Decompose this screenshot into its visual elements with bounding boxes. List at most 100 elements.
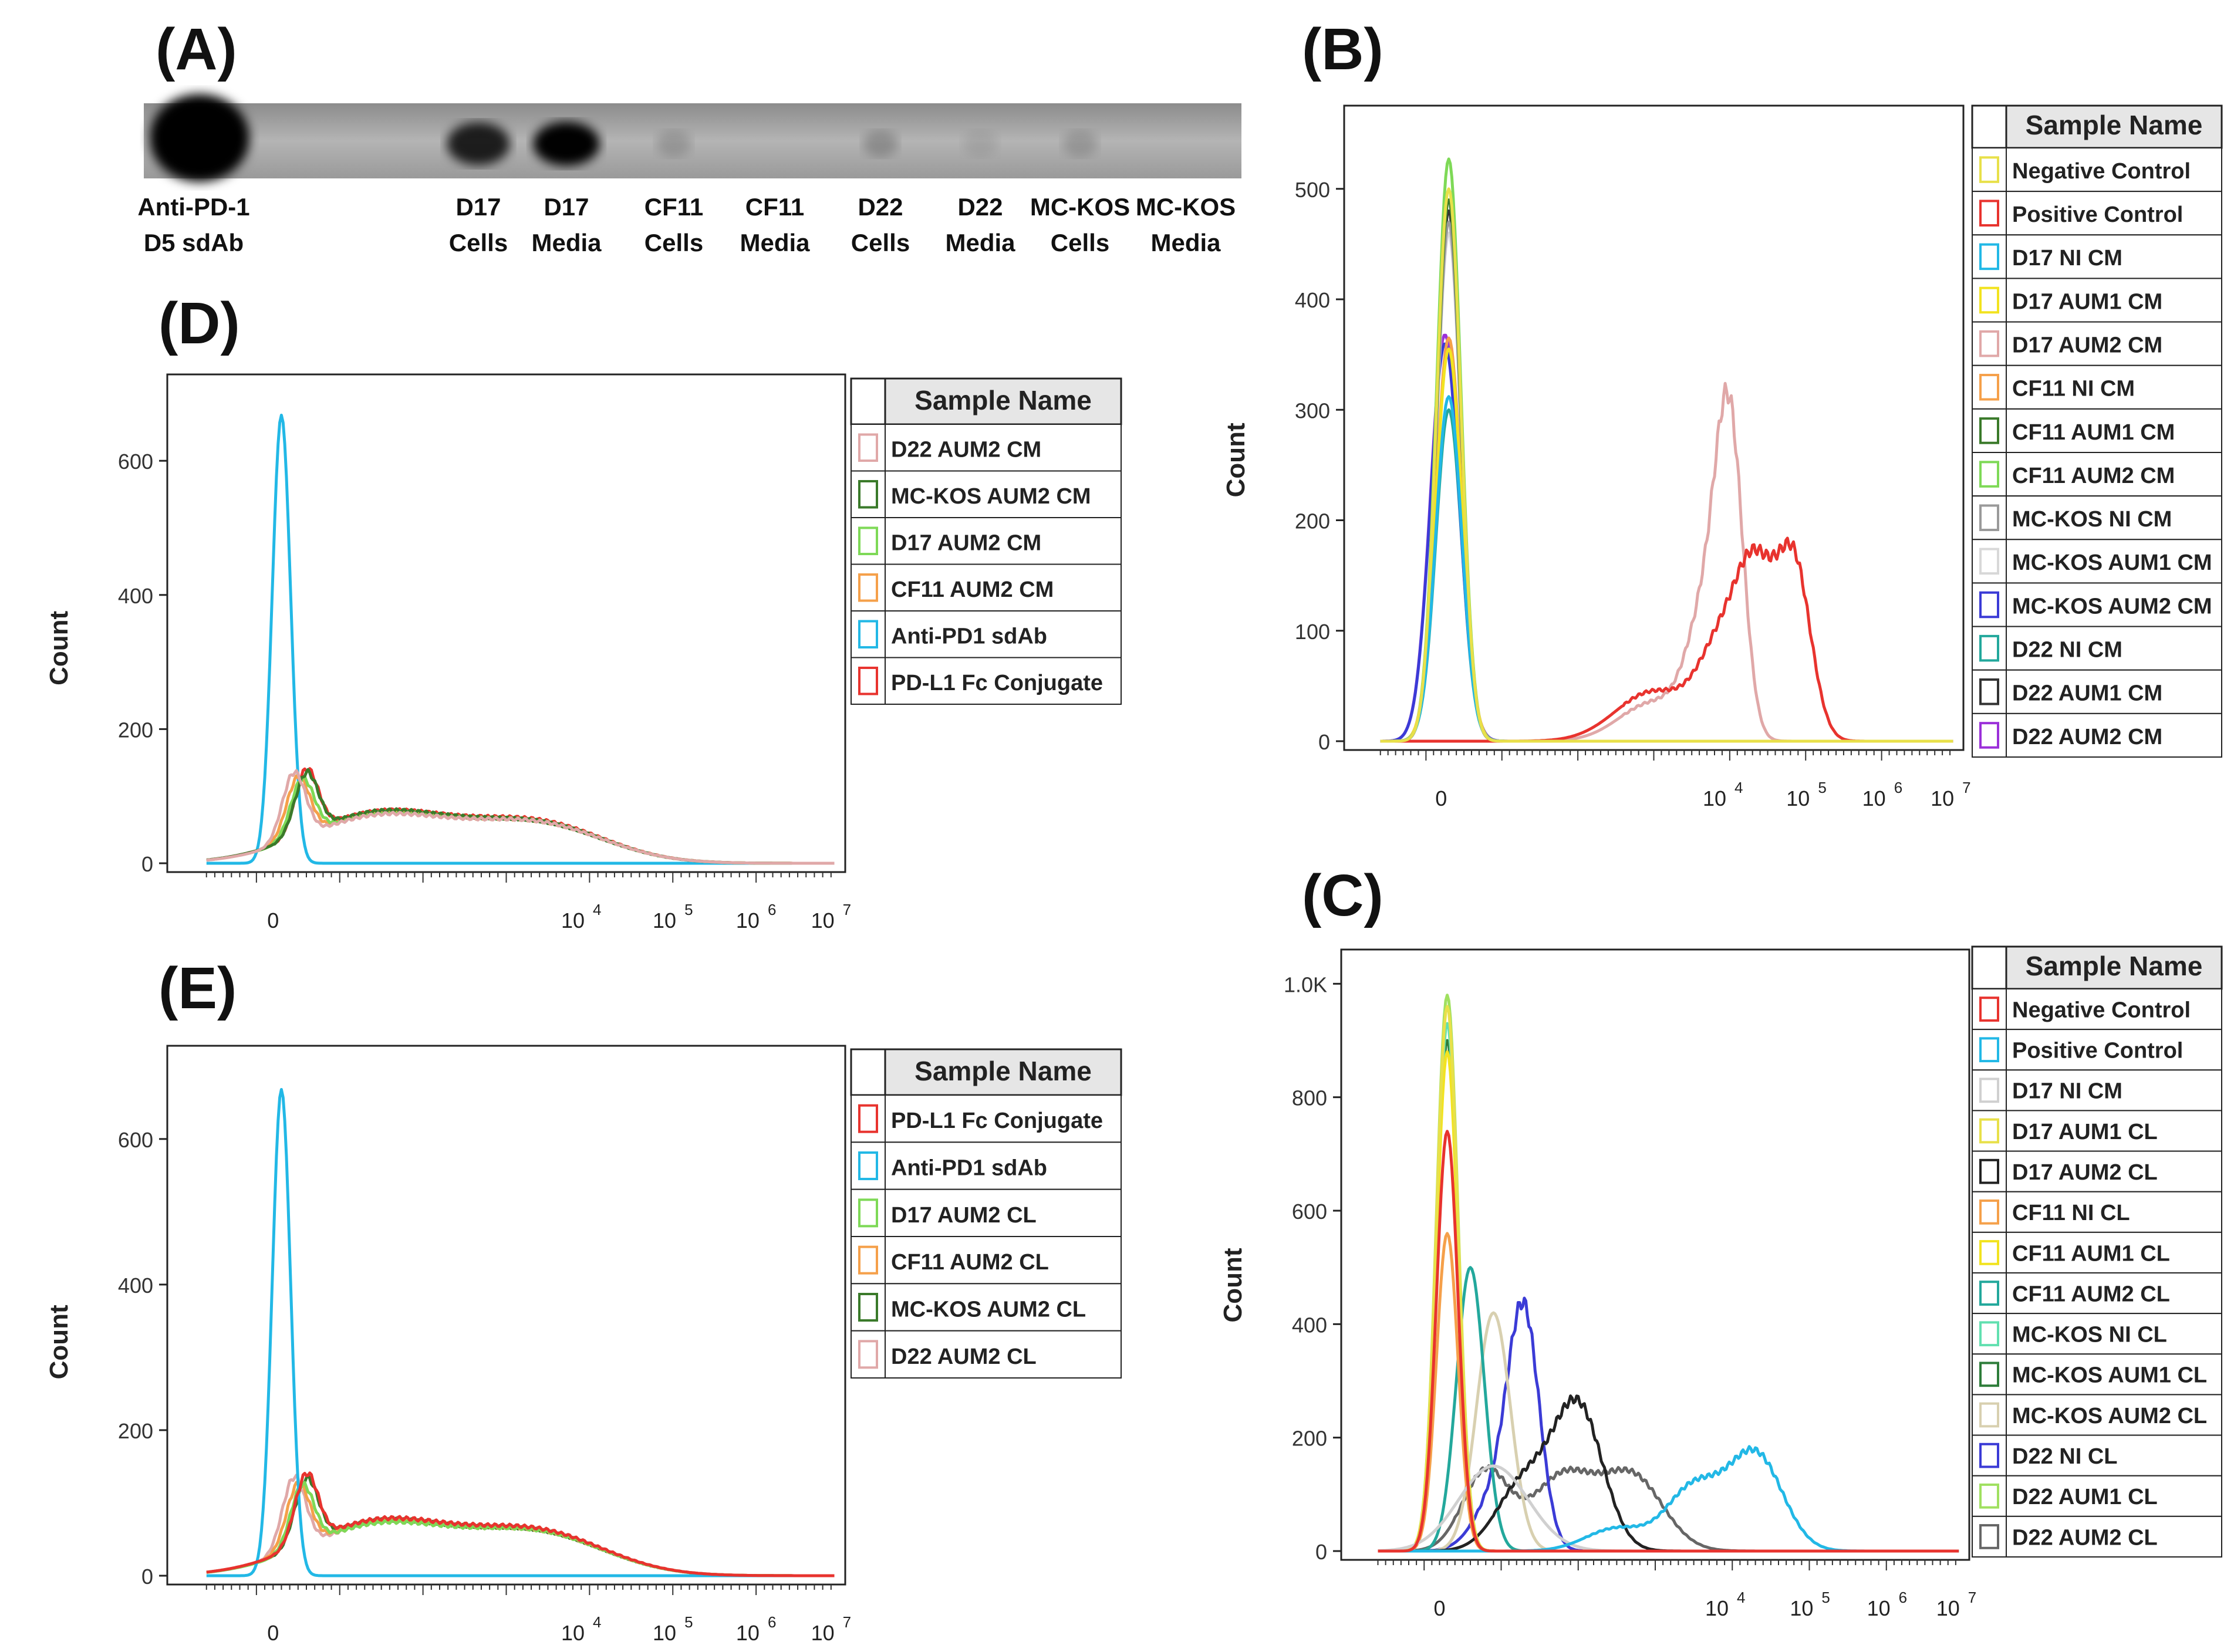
blot-lane-label-line1: D22 xyxy=(957,193,1003,221)
legend-entry: D22 AUM2 CM xyxy=(2012,725,2162,749)
x-tick-label-zero: 0 xyxy=(267,908,279,933)
flow-histogram-b: (B) Count 0 100 200 300 400 500 0 10 4 10 5 10 6 10 7 Sam… xyxy=(1221,16,2223,810)
x-tick-label-base: 10 xyxy=(1790,1596,1813,1620)
legend-name-cell xyxy=(2006,712,2222,758)
legend-swatch xyxy=(1979,1362,1999,1387)
legend-name-cell xyxy=(2006,1353,2222,1396)
legend-swatch-cell xyxy=(1972,1110,2007,1152)
legend-name-cell xyxy=(2006,234,2222,279)
legend-header-blank xyxy=(1971,945,2007,990)
x-tick-label-base: 10 xyxy=(811,1621,835,1645)
legend-swatch-cell xyxy=(1972,1394,2007,1436)
legend-swatch xyxy=(858,479,878,509)
legend-swatch xyxy=(1979,417,1999,444)
legend-entry: CF11 AUM2 CM xyxy=(2012,464,2175,488)
y-tick-label: 500 xyxy=(1295,178,1330,202)
legend-swatch-cell xyxy=(1972,1150,2007,1192)
legend-name-cell xyxy=(2006,364,2222,410)
y-tick-label: 200 xyxy=(1292,1427,1327,1451)
legend-swatch-cell xyxy=(1972,321,2007,366)
legend-swatch xyxy=(1979,156,1999,183)
legend-entry: MC-KOS AUM2 CL xyxy=(2012,1404,2207,1428)
legend-header-blank xyxy=(850,1048,886,1096)
legend-name-cell xyxy=(2006,1231,2222,1274)
x-tick-label-base: 10 xyxy=(736,1621,760,1645)
flow-histogram-d: (D) Count 0 200 400 600 0 10 4 10 5 10 6 10 7 Sample Na… xyxy=(45,290,1122,933)
y-tick-label: 400 xyxy=(118,584,153,608)
y-tick-label: 400 xyxy=(1292,1313,1327,1337)
x-tick-label-base: 10 xyxy=(1867,1596,1891,1620)
x-tick-label-base: 10 xyxy=(1862,786,1886,810)
blot-lane-label-line2: Cells xyxy=(644,229,703,256)
legend-entry: D22 AUM2 CL xyxy=(891,1344,1037,1369)
x-tick-label-base: 10 xyxy=(1705,1596,1729,1620)
legend-name-cell xyxy=(885,1236,1122,1285)
y-tick-label: 200 xyxy=(118,1419,153,1443)
histogram-curves xyxy=(1380,157,1953,743)
x-minor-ticks xyxy=(205,1585,832,1595)
x-tick-label-exponent: 6 xyxy=(768,901,776,918)
blot-panel: (A) Anti-PD-1 D5 sdAb D17 Cells D17 Media CF11… xyxy=(137,16,1241,256)
legend-name-cell xyxy=(2006,988,2222,1031)
legend-swatch-cell xyxy=(851,1141,886,1190)
legend-swatch-cell xyxy=(851,563,886,612)
y-tick-label: 200 xyxy=(1295,509,1330,533)
legend-header-cell xyxy=(2005,945,2223,990)
legend-table: Sample Name Negative Control Positive Cont… xyxy=(1971,104,2223,758)
x-tick-label-exponent: 6 xyxy=(768,1613,776,1631)
legend-entry: D22 AUM1 CL xyxy=(2012,1485,2158,1509)
legend-table: Sample Name D22 AUM2 CM MC-KOS AUM2 CM D17 … xyxy=(850,377,1122,705)
legend-header-cell xyxy=(2005,104,2223,149)
legend-swatch xyxy=(1979,1240,1999,1265)
legend-swatch xyxy=(1979,1442,1999,1468)
legend-entry: CF11 NI CM xyxy=(2012,377,2135,401)
legend-header-blank xyxy=(1971,104,2007,149)
y-tick-label: 200 xyxy=(118,718,153,742)
legend-name-cell xyxy=(2006,452,2222,497)
legend-entry: CF11 AUM2 CM xyxy=(891,577,1054,602)
legend-name-cell xyxy=(2006,321,2222,366)
legend-swatch xyxy=(1979,286,1999,314)
panel-label-e: (E) xyxy=(158,955,237,1021)
panel-label-d: (D) xyxy=(158,290,240,356)
x-tick-label-base: 10 xyxy=(561,1621,585,1645)
legend-swatch xyxy=(1979,1524,1999,1549)
legend-swatch xyxy=(1979,330,1999,357)
legend-swatch-cell xyxy=(1972,539,2007,584)
y-axis-label: Count xyxy=(45,1305,73,1379)
legend-swatch xyxy=(858,1198,878,1228)
legend-swatch xyxy=(1979,374,1999,401)
legend-entry: CF11 AUM2 CL xyxy=(891,1250,1049,1275)
legend-swatch-cell xyxy=(1972,1353,2007,1396)
legend-swatch-cell xyxy=(1972,1231,2007,1274)
legend-swatch xyxy=(1979,1281,1999,1306)
legend-entry: D17 AUM2 CL xyxy=(891,1203,1037,1228)
legend-swatch-cell xyxy=(851,1330,886,1379)
y-tick-label: 0 xyxy=(141,852,153,876)
blot-band xyxy=(656,131,691,157)
legend-swatch xyxy=(858,1245,878,1275)
legend-name-cell xyxy=(2006,1515,2222,1558)
legend-swatch xyxy=(1979,461,1999,488)
legend-swatch-cell xyxy=(1972,1313,2007,1355)
legend-name-cell xyxy=(2006,582,2222,627)
legend-swatch-cell xyxy=(851,1094,886,1143)
legend-entry: MC-KOS AUM2 CM xyxy=(2012,594,2212,619)
legend-entry: D17 NI CM xyxy=(2012,246,2122,271)
x-tick-label-zero: 0 xyxy=(1435,786,1447,810)
legend-swatch xyxy=(858,1340,878,1369)
legend-swatch-cell xyxy=(1972,1029,2007,1071)
legend-swatch-cell xyxy=(1972,712,2007,758)
legend-swatch xyxy=(858,1293,878,1322)
blot-band xyxy=(1062,131,1098,157)
legend-swatch-cell xyxy=(1972,147,2007,192)
x-tick-label-exponent: 5 xyxy=(1818,779,1826,796)
histogram-curves xyxy=(1378,994,1959,1553)
y-tick-label: 600 xyxy=(118,1128,153,1152)
legend-entry: CF11 AUM1 CL xyxy=(2012,1241,2170,1266)
legend-swatch xyxy=(1979,591,1999,619)
legend-swatch-cell xyxy=(1972,626,2007,671)
legend-swatch-cell xyxy=(1972,278,2007,323)
legend-entry: Anti-PD1 sdAb xyxy=(891,624,1047,649)
panel-label-c: (C) xyxy=(1302,863,1383,928)
